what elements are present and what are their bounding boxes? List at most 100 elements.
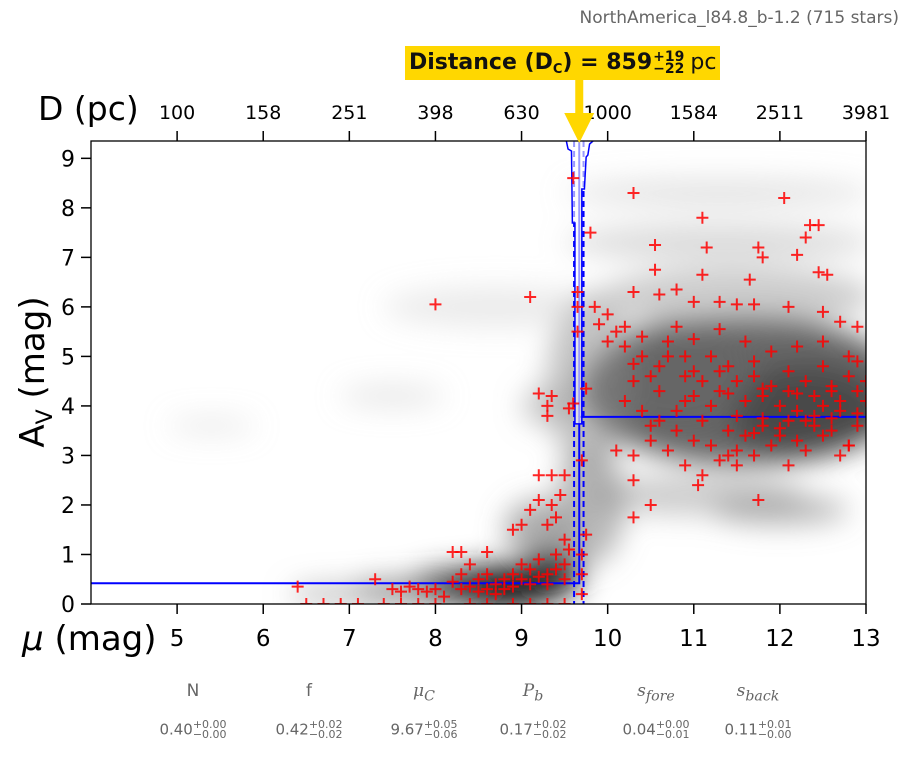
star-marker: [842, 350, 855, 363]
star-marker: [610, 325, 623, 338]
star-marker: [687, 295, 700, 308]
star-marker: [653, 385, 666, 398]
star-marker: [816, 335, 829, 348]
star-marker: [860, 394, 866, 407]
top-tick-label: 630: [503, 102, 539, 124]
arrow-head: [564, 113, 595, 143]
star-marker: [730, 459, 743, 472]
star-marker: [825, 412, 838, 425]
star-marker: [791, 340, 804, 353]
param-value: 0.17 +0.02 −0.02: [499, 718, 567, 741]
top-tick-label: 2511: [756, 102, 804, 124]
star-marker: [627, 186, 640, 199]
param-name: sfore: [637, 681, 675, 705]
star-marker: [550, 511, 562, 524]
star-marker: [463, 580, 476, 593]
star-marker: [351, 598, 364, 604]
star-marker: [601, 308, 614, 321]
star-marker: [851, 419, 864, 432]
star-marker: [545, 390, 558, 403]
param-name: μC: [413, 681, 435, 705]
star-marker: [524, 598, 537, 604]
star-marker: [860, 375, 866, 388]
star-marker: [575, 548, 588, 561]
star-marker: [524, 503, 537, 516]
star-marker: [395, 598, 407, 604]
star-marker: [545, 498, 558, 511]
star-marker: [636, 330, 649, 343]
param-value: 9.67 +0.05 −0.06: [390, 718, 458, 741]
density-background: [91, 141, 866, 604]
star-marker: [618, 340, 631, 353]
star-marker: [567, 172, 580, 185]
star-marker: [455, 546, 468, 559]
param-f: f 0.42 +0.02 −0.02: [249, 676, 369, 740]
star-marker: [627, 474, 640, 487]
star-marker: [834, 449, 847, 462]
star-marker: [765, 439, 778, 452]
star-markers: [291, 172, 866, 604]
star-marker: [713, 454, 726, 467]
x-tick-label: 10: [593, 626, 622, 652]
param-name: N: [186, 681, 200, 701]
star-marker: [816, 360, 829, 373]
star-marker: [627, 375, 640, 388]
star-marker: [481, 598, 494, 604]
star-marker: [334, 598, 347, 604]
distance-unit: pc: [690, 50, 717, 75]
star-marker: [739, 394, 752, 407]
star-marker: [580, 382, 593, 395]
star-marker: [653, 288, 666, 301]
star-marker: [627, 511, 640, 524]
star-marker: [851, 320, 864, 333]
y-tick-label: 8: [61, 197, 75, 222]
star-marker: [799, 231, 812, 244]
star-marker: [748, 355, 761, 368]
distance-uncertainty: +19 −22: [653, 49, 685, 76]
distance-plus: +19: [653, 49, 685, 65]
star-marker: [696, 414, 709, 427]
y-axis: 0 1 2 3 4 5 6 7 8 9: [61, 147, 91, 618]
star-marker: [808, 390, 821, 403]
arrow-shaft: [575, 80, 584, 114]
star-marker: [593, 318, 606, 331]
star-marker: [463, 598, 476, 604]
star-marker: [696, 469, 709, 482]
star-marker: [644, 498, 657, 511]
star-marker: [834, 404, 847, 417]
star-marker: [748, 298, 761, 311]
param-mu-c: μC 9.67 +0.05 −0.06: [364, 676, 484, 740]
star-marker: [713, 323, 726, 336]
star-marker: [679, 350, 692, 363]
star-marker: [532, 494, 545, 507]
star-marker: [377, 598, 390, 604]
y-tick-label: 2: [61, 494, 75, 519]
star-marker: [532, 469, 545, 482]
star-marker: [773, 422, 786, 435]
star-marker: [670, 424, 683, 437]
star-marker: [429, 298, 442, 311]
star-marker: [808, 409, 821, 422]
density-blob: [383, 287, 608, 327]
star-marker: [752, 494, 765, 507]
density-blob: [168, 418, 255, 434]
star-marker: [472, 585, 485, 598]
star-marker: [791, 404, 804, 417]
star-marker: [791, 248, 804, 261]
star-marker: [756, 251, 769, 264]
star-marker: [661, 335, 674, 348]
star-marker: [291, 580, 304, 593]
y-tick-label: 3: [61, 444, 75, 469]
star-marker: [696, 211, 709, 224]
star-marker: [369, 573, 382, 586]
top-tick-label: 1000: [583, 102, 631, 124]
star-marker: [524, 290, 537, 303]
star-marker: [799, 414, 812, 427]
star-marker: [782, 385, 795, 398]
param-value: 0.04 +0.00 −0.01: [622, 718, 690, 741]
star-marker: [420, 585, 433, 598]
y-axis-label: AV (mag): [13, 296, 58, 447]
star-marker: [395, 585, 407, 598]
star-marker: [679, 370, 692, 383]
x-tick-label: 13: [851, 626, 880, 652]
